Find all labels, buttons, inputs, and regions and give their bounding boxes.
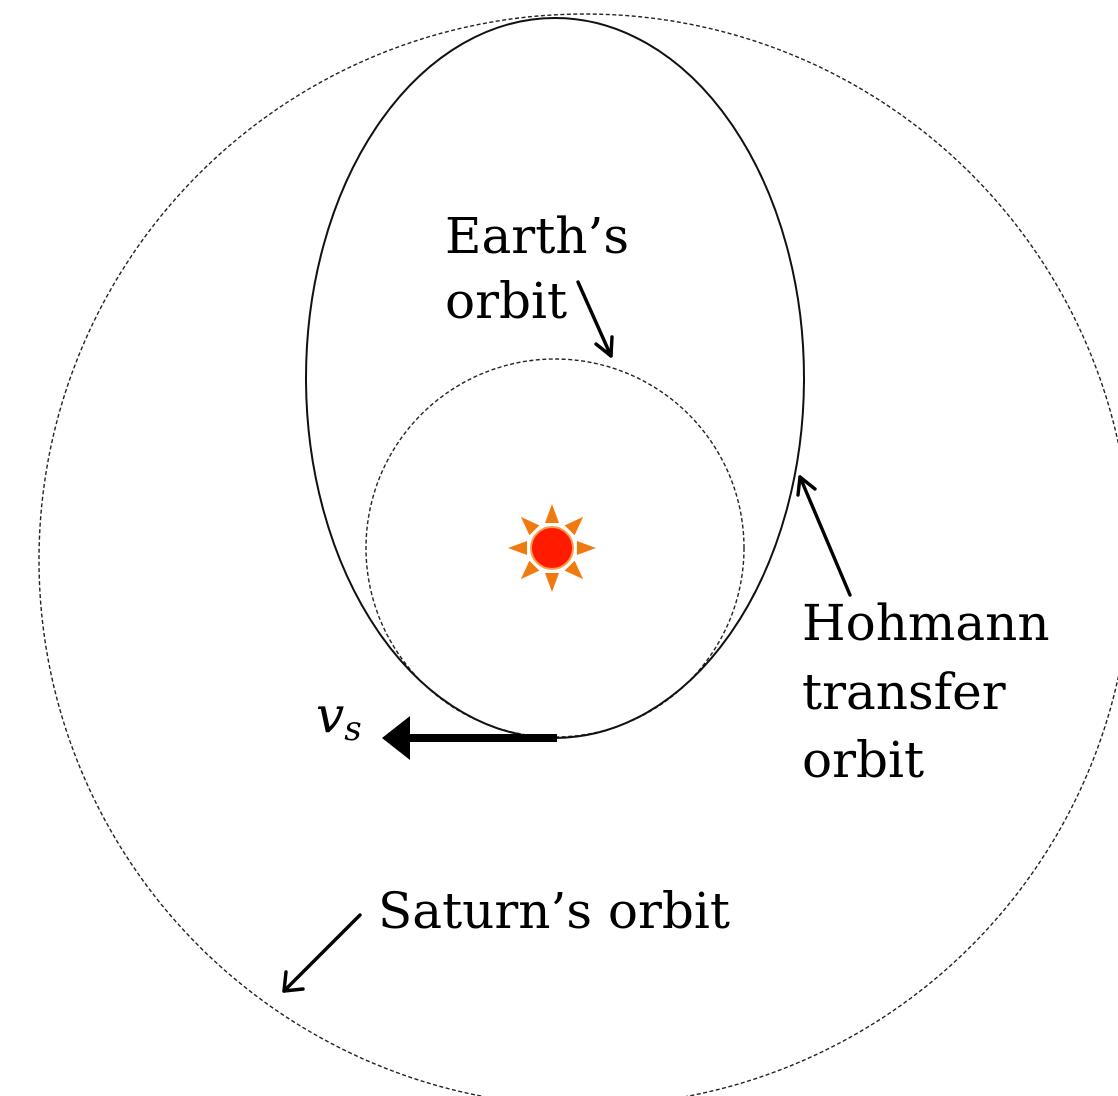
sun-ray <box>545 573 559 592</box>
earth-orbit-pointer <box>576 280 614 358</box>
sun-disc <box>530 526 574 570</box>
sun-rays <box>508 504 596 592</box>
sun-ray <box>577 541 596 555</box>
velocity-arrow <box>382 716 557 760</box>
sun-icon <box>508 504 596 592</box>
saturn-orbit-label: Saturn’s orbit <box>378 882 730 940</box>
sun-ray <box>564 516 584 536</box>
hohmann-orbit-pointer <box>796 475 852 597</box>
velocity-arrowhead <box>382 716 410 760</box>
velocity-symbol: v <box>316 686 344 744</box>
sun-ray <box>564 560 584 580</box>
hohmann-label-line3: orbit <box>802 731 924 789</box>
earth-orbit-label-line2: orbit <box>445 272 567 330</box>
earth-orbit-label-line1: Earth’s <box>445 207 629 265</box>
sun-ray <box>520 516 540 536</box>
hohmann-label-line1: Hohmann <box>802 594 1050 652</box>
earth-orbit <box>365 358 745 738</box>
velocity-subscript: s <box>344 709 361 749</box>
sun-ray <box>508 541 527 555</box>
sun-ray <box>545 504 559 523</box>
sun-ray <box>520 560 540 580</box>
hohmann-transfer-orbit <box>305 17 805 739</box>
saturn-orbit-pointer <box>282 913 362 993</box>
hohmann-label-line2: transfer <box>802 663 1006 721</box>
velocity-label: vs <box>316 686 362 749</box>
